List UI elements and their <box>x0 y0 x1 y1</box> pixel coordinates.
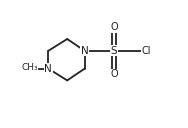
Text: N: N <box>44 64 52 74</box>
Text: N: N <box>81 46 89 56</box>
Text: S: S <box>111 46 117 56</box>
Text: O: O <box>110 22 118 32</box>
Text: Cl: Cl <box>141 46 151 56</box>
Text: CH₃: CH₃ <box>21 63 38 72</box>
Text: O: O <box>110 70 118 79</box>
